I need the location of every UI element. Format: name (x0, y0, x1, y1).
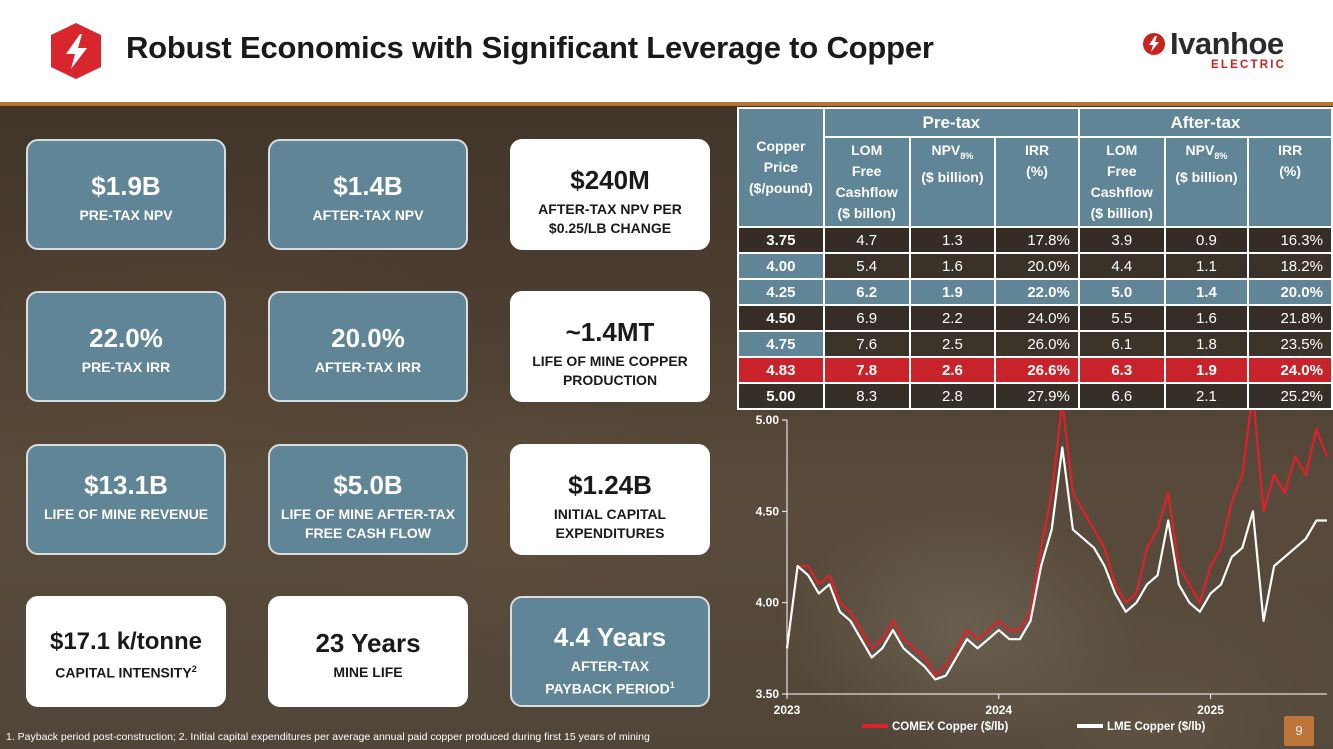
x-tick-label: 2024 (985, 703, 1012, 717)
x-tick-label: 2025 (1197, 703, 1224, 717)
card-label: LIFE OF MINE AFTER-TAX FREE CASH FLOW (280, 506, 456, 541)
card-label: LIFE OF MINE COPPER PRODUCTION (532, 353, 688, 388)
card-value: $1.24B (568, 470, 652, 500)
header-aftertax: After-tax (1077, 107, 1333, 138)
card-label: AFTER-TAX NPV (312, 207, 424, 223)
header: Robust Economics with Significant Levera… (0, 0, 1333, 104)
card-label: AFTER-TAX NPV PER $0.25/LB CHANGE (538, 201, 682, 236)
y-tick-label: 3.50 (756, 687, 780, 701)
card-lom-revenue: $13.1B LIFE OF MINE REVENUE (26, 444, 226, 555)
card-label: CAPITAL INTENSITY2 (55, 664, 197, 681)
x-tick-label: 2023 (774, 703, 801, 717)
table-row-base-case: 4.25 6.2 1.9 22.0% 5.0 1.4 20.0% (737, 278, 1333, 306)
sensitivity-table: Copper Price ($/pound) Pre-tax After-tax L… (737, 107, 1333, 410)
card-label: MINE LIFE (333, 664, 403, 680)
card-value: $1.9B (91, 171, 161, 201)
brand-subtitle: ELECTRIC (1211, 59, 1287, 71)
table-row: 5.00 8.3 2.8 27.9% 6.6 2.1 25.2% (737, 382, 1333, 410)
table-row: 4.75 7.6 2.5 26.0% 6.1 1.8 23.5% (737, 330, 1333, 358)
card-label: PRE-TAX NPV (79, 207, 173, 223)
card-lom-fcf: $5.0B LIFE OF MINE AFTER-TAX FREE CASH F… (268, 444, 468, 555)
header-divider (0, 102, 1333, 106)
y-tick-label: 5.00 (756, 413, 780, 427)
lightning-bolt-icon (51, 23, 101, 79)
card-value: $5.0B (333, 470, 403, 500)
header-irr-aftertax: IRR (%) (1247, 136, 1333, 228)
card-value: 4.4 Years (553, 622, 667, 652)
header-pretax: Pre-tax (822, 107, 1080, 138)
card-value: $1.4B (333, 171, 403, 201)
legend-label-comex: COMEX Copper ($/lb) (892, 721, 1008, 733)
header-npv-pretax: NPV8% ($ billion) (908, 136, 997, 228)
brand-bolt-icon (1143, 33, 1165, 55)
footnote: 1. Payback period post-construction; 2. … (6, 731, 650, 743)
copper-price-chart: 5.00 4.50 4.00 3.50 2023 2024 2025 COMEX Copper… (756, 410, 1329, 733)
card-mine-life: 23 Years MINE LIFE (268, 596, 468, 707)
header-lom-aftertax: LOM Free Cashflow ($ billion) (1077, 136, 1166, 228)
table-row: 4.00 5.4 1.6 20.0% 4.4 1.1 18.2% (737, 252, 1333, 280)
card-value: 20.0% (331, 323, 405, 353)
card-value: $240M (570, 165, 650, 195)
page-number: 9 (1284, 716, 1314, 746)
card-pretax-npv: $1.9B PRE-TAX NPV (26, 139, 226, 250)
series-line-lme (785, 446, 1327, 681)
y-tick-label: 4.00 (756, 596, 780, 610)
header-irr-pretax: IRR (%) (994, 136, 1080, 228)
header-npv-aftertax: NPV8% ($ billion) (1163, 136, 1250, 228)
brand-logo: Ivanhoe ELECTRIC (1142, 26, 1292, 76)
table-row: 4.50 6.9 2.2 24.0% 5.5 1.6 21.8% (737, 304, 1333, 332)
card-npv-sensitivity: $240M AFTER-TAX NPV PER $0.25/LB CHANGE (510, 139, 710, 250)
card-value: ~1.4MT (565, 317, 655, 347)
card-aftertax-npv: $1.4B AFTER-TAX NPV (268, 139, 468, 250)
card-value: 22.0% (89, 323, 163, 353)
series-line-comex (785, 410, 1329, 677)
page-title: Robust Economics with Significant Levera… (126, 30, 934, 65)
legend-label-lme: LME Copper ($/lb) (1107, 721, 1206, 733)
card-label: AFTER-TAX IRR (314, 359, 422, 375)
card-label: LIFE OF MINE REVENUE (43, 506, 209, 522)
card-value: $13.1B (84, 470, 168, 500)
brand-name: Ivanhoe (1170, 26, 1284, 61)
card-initial-capex: $1.24B INITIAL CAPITAL EXPENDITURES (510, 444, 710, 555)
card-capital-intensity: $17.1 k/tonne CAPITAL INTENSITY2 (26, 596, 226, 707)
card-value: 23 Years (315, 628, 421, 658)
card-aftertax-irr: 20.0% AFTER-TAX IRR (268, 291, 468, 402)
table-row-spot-case: 4.83 7.8 2.6 26.6% 6.3 1.9 24.0% (737, 356, 1333, 384)
card-label: AFTER-TAX PAYBACK PERIOD1 (545, 658, 675, 697)
header-copper-price: Copper Price ($/pound) (737, 107, 825, 228)
card-value: $17.1 k/tonne (49, 628, 203, 655)
y-tick-label: 4.50 (756, 504, 780, 518)
header-lom-pretax: LOM Free Cashflow ($ billon) (822, 136, 911, 228)
card-label: PRE-TAX IRR (81, 359, 171, 375)
card-copper-production: ~1.4MT LIFE OF MINE COPPER PRODUCTION (510, 291, 710, 402)
table-row: 3.75 4.7 1.3 17.8% 3.9 0.9 16.3% (737, 226, 1333, 254)
card-label: INITIAL CAPITAL EXPENDITURES (553, 506, 667, 541)
card-payback-period: 4.4 Years AFTER-TAX PAYBACK PERIOD1 (510, 596, 710, 707)
card-pretax-irr: 22.0% PRE-TAX IRR (26, 291, 226, 402)
